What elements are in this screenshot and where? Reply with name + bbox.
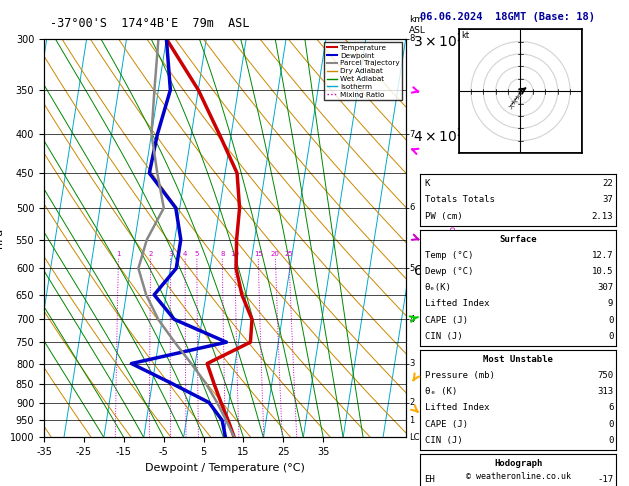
Text: 750: 750 xyxy=(597,371,613,381)
Text: 307: 307 xyxy=(597,283,613,293)
Text: 0: 0 xyxy=(608,419,613,429)
Text: 10: 10 xyxy=(230,251,239,257)
Text: 8: 8 xyxy=(220,251,225,257)
Text: 1: 1 xyxy=(409,416,415,425)
Text: 5: 5 xyxy=(409,264,415,273)
Text: 313: 313 xyxy=(597,387,613,397)
Text: CIN (J): CIN (J) xyxy=(425,331,462,341)
Text: 15: 15 xyxy=(253,251,263,257)
Text: θₑ(K): θₑ(K) xyxy=(425,283,452,293)
Text: 2.13: 2.13 xyxy=(592,211,613,221)
Text: 4: 4 xyxy=(409,315,415,324)
Text: 2: 2 xyxy=(148,251,153,257)
Text: 0: 0 xyxy=(608,331,613,341)
Text: Dewp (°C): Dewp (°C) xyxy=(425,267,473,277)
Text: 6: 6 xyxy=(409,204,415,212)
X-axis label: Dewpoint / Temperature (°C): Dewpoint / Temperature (°C) xyxy=(145,463,305,473)
Text: 5: 5 xyxy=(194,251,199,257)
Text: Hodograph: Hodograph xyxy=(494,459,542,469)
Text: 1: 1 xyxy=(116,251,121,257)
Text: PW (cm): PW (cm) xyxy=(425,211,462,221)
Text: km
ASL: km ASL xyxy=(409,16,426,35)
Text: Lifted Index: Lifted Index xyxy=(425,299,489,309)
Text: 0: 0 xyxy=(608,315,613,325)
Text: © weatheronline.co.uk: © weatheronline.co.uk xyxy=(466,472,571,481)
Text: θₑ (K): θₑ (K) xyxy=(425,387,457,397)
Text: Surface: Surface xyxy=(499,235,537,244)
Text: 10.5: 10.5 xyxy=(592,267,613,277)
Text: 2: 2 xyxy=(409,398,415,407)
Text: 37: 37 xyxy=(603,195,613,205)
Text: 12.7: 12.7 xyxy=(592,251,613,260)
Text: 8: 8 xyxy=(409,35,415,43)
Text: CAPE (J): CAPE (J) xyxy=(425,315,467,325)
Text: 06.06.2024  18GMT (Base: 18): 06.06.2024 18GMT (Base: 18) xyxy=(420,12,595,22)
Text: -17: -17 xyxy=(597,475,613,485)
Text: Totals Totals: Totals Totals xyxy=(425,195,494,205)
Text: Most Unstable: Most Unstable xyxy=(483,355,554,364)
Legend: Temperature, Dewpoint, Parcel Trajectory, Dry Adiabat, Wet Adiabat, Isotherm, Mi: Temperature, Dewpoint, Parcel Trajectory… xyxy=(325,42,402,100)
Text: 22: 22 xyxy=(603,179,613,189)
Text: Mixing Ratio (g/kg): Mixing Ratio (g/kg) xyxy=(449,198,458,278)
Text: -37°00'S  174°4B'E  79m  ASL: -37°00'S 174°4B'E 79m ASL xyxy=(50,17,250,30)
Text: Pressure (mb): Pressure (mb) xyxy=(425,371,494,381)
Text: 9: 9 xyxy=(608,299,613,309)
Text: 25: 25 xyxy=(285,251,293,257)
Text: Lifted Index: Lifted Index xyxy=(425,403,489,413)
Text: K: K xyxy=(425,179,430,189)
Text: LCL: LCL xyxy=(409,433,425,442)
Text: kt: kt xyxy=(461,31,469,40)
Text: 3: 3 xyxy=(169,251,173,257)
Text: 20: 20 xyxy=(271,251,280,257)
Text: 7: 7 xyxy=(409,130,415,139)
Text: 3: 3 xyxy=(409,359,415,368)
Text: Temp (°C): Temp (°C) xyxy=(425,251,473,260)
Text: CIN (J): CIN (J) xyxy=(425,435,462,445)
Text: CAPE (J): CAPE (J) xyxy=(425,419,467,429)
Text: 4: 4 xyxy=(183,251,187,257)
Text: 0: 0 xyxy=(608,435,613,445)
Y-axis label: hPa: hPa xyxy=(0,228,4,248)
Text: EH: EH xyxy=(425,475,435,485)
Text: 6: 6 xyxy=(608,403,613,413)
